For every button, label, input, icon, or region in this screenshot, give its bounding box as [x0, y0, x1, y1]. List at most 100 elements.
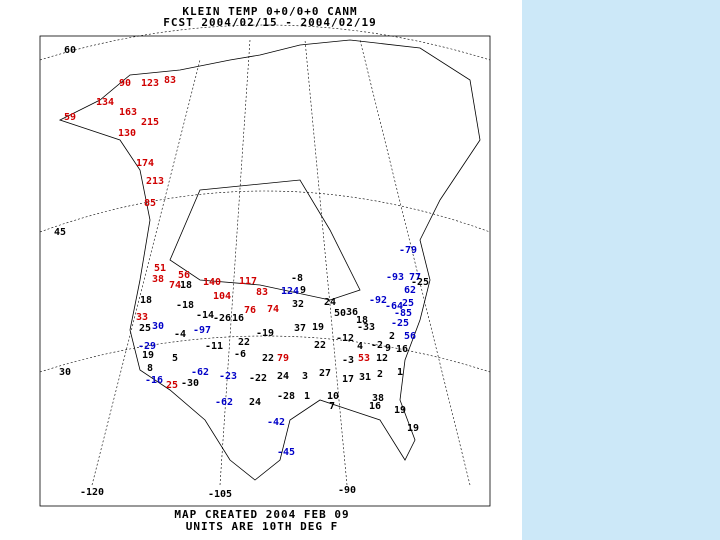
- station-value: 16: [396, 344, 408, 355]
- station-value: -64: [385, 301, 403, 312]
- footer-line: UNITS ARE 10TH DEG F: [186, 520, 338, 533]
- station-value: -18: [176, 300, 194, 311]
- station-value: 5: [172, 353, 178, 364]
- header-line: FCST 2004/02/15 - 2004/02/19: [163, 16, 376, 29]
- station-value: 7: [329, 401, 335, 412]
- station-value: -14: [196, 310, 214, 321]
- station-value: -29: [138, 341, 156, 352]
- station-value: 27: [319, 368, 331, 379]
- latitude-label: 45: [54, 227, 66, 238]
- station-value: -19: [256, 328, 274, 339]
- station-value: 38: [152, 274, 164, 285]
- station-value: 31: [359, 372, 371, 383]
- station-value: 3: [302, 371, 308, 382]
- station-value: -30: [181, 378, 199, 389]
- station-value: -42: [267, 417, 285, 428]
- coastline: [58, 39, 481, 481]
- station-value: 24: [277, 371, 289, 382]
- station-value: 79: [277, 353, 289, 364]
- station-value: 9: [300, 285, 306, 296]
- station-value: 213: [146, 176, 164, 187]
- station-value: -92: [369, 295, 387, 306]
- station-value: -62: [191, 367, 209, 378]
- station-value: 76: [244, 305, 256, 316]
- station-value: -62: [215, 397, 233, 408]
- station-value: 19: [407, 423, 419, 434]
- station-value: 59: [64, 112, 76, 123]
- station-value: 17: [342, 374, 354, 385]
- station-value: -25: [411, 277, 429, 288]
- station-value: 62: [404, 285, 416, 296]
- latitude-label: 60: [64, 45, 76, 56]
- station-value: 22: [314, 340, 326, 351]
- station-value: 2: [389, 331, 395, 342]
- station-value: -33: [357, 322, 375, 333]
- station-value: -25: [391, 318, 409, 329]
- longitude-label: -120: [80, 487, 104, 498]
- station-value: 9: [385, 343, 391, 354]
- station-value: -4: [174, 329, 186, 340]
- station-value: 18: [180, 280, 192, 291]
- station-value: 74: [169, 280, 181, 291]
- station-value: 53: [358, 353, 370, 364]
- station-value: 24: [249, 397, 261, 408]
- header-line: KLEIN TEMP 0+0/0+0 CANM: [182, 5, 357, 18]
- station-value: 1: [304, 391, 310, 402]
- station-value: 83: [164, 75, 176, 86]
- side-panel: [522, 0, 720, 540]
- station-value: 12: [376, 353, 388, 364]
- station-value: 117: [239, 276, 257, 287]
- station-value: 30: [152, 321, 164, 332]
- station-value: 90: [119, 78, 131, 89]
- station-value: 19: [312, 322, 324, 333]
- longitude-label: -105: [208, 489, 232, 500]
- station-value: 33: [136, 312, 148, 323]
- station-value: -85: [394, 308, 412, 319]
- station-value: 123: [141, 78, 159, 89]
- station-value: 2: [377, 369, 383, 380]
- station-value: -12: [336, 333, 354, 344]
- station-value: 85: [144, 198, 156, 209]
- station-value: 24: [324, 297, 336, 308]
- longitude-label: -90: [338, 485, 356, 496]
- station-value: 25: [402, 298, 414, 309]
- station-value: 51: [154, 263, 166, 274]
- station-value: -22: [249, 373, 267, 384]
- station-value: 25: [139, 323, 151, 334]
- station-value: 104: [213, 291, 231, 302]
- map-frame: [39, 35, 491, 507]
- station-value: -23: [219, 371, 237, 382]
- station-value: 16: [232, 313, 244, 324]
- station-value: 163: [119, 107, 137, 118]
- station-value: 38: [372, 393, 384, 404]
- station-value: -11: [205, 341, 223, 352]
- station-value: 215: [141, 117, 159, 128]
- station-value: -26: [213, 313, 231, 324]
- station-value: -79: [399, 245, 417, 256]
- station-value: 134: [96, 97, 114, 108]
- station-value: 22: [262, 353, 274, 364]
- station-value: 56: [404, 331, 416, 342]
- station-value: 4: [357, 341, 363, 352]
- station-value: 56: [178, 270, 190, 281]
- station-value: 37: [294, 323, 306, 334]
- station-value: 174: [136, 158, 154, 169]
- station-value: 50: [334, 308, 346, 319]
- station-value: 22: [238, 337, 250, 348]
- station-value: 124: [281, 286, 299, 297]
- station-value: -45: [277, 447, 295, 458]
- station-value: 83: [256, 287, 268, 298]
- station-value: -3: [342, 355, 354, 366]
- station-value: 25: [166, 380, 178, 391]
- station-value: -97: [193, 325, 211, 336]
- station-value: 130: [118, 128, 136, 139]
- station-value: -2: [371, 340, 383, 351]
- station-value: -6: [234, 349, 246, 360]
- latitude-label: 30: [59, 367, 71, 378]
- station-value: 16: [369, 401, 381, 412]
- station-value: -28: [277, 391, 295, 402]
- station-value: 36: [346, 307, 358, 318]
